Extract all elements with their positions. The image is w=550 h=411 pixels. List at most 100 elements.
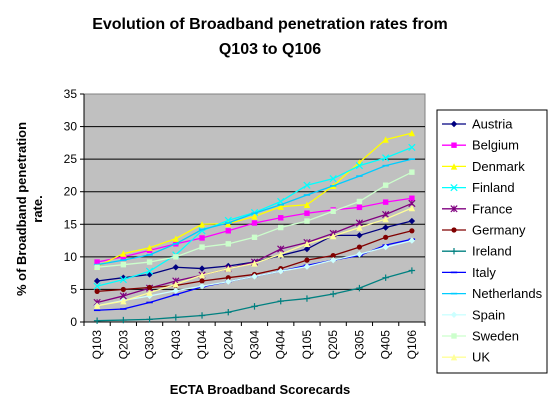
data-point-uk bbox=[172, 281, 180, 288]
data-point-uk bbox=[93, 302, 101, 309]
data-point-ireland bbox=[146, 316, 153, 323]
chart-title-line-2: Q103 to Q106 bbox=[219, 41, 321, 58]
data-point-austria bbox=[303, 245, 311, 253]
x-tick-label: Q105 bbox=[300, 330, 314, 360]
y-tick-label: 5 bbox=[70, 282, 77, 296]
data-point-sweden bbox=[225, 241, 231, 247]
data-point-belgium bbox=[304, 210, 310, 216]
legend-item-france: France bbox=[442, 201, 512, 216]
series-spain bbox=[93, 237, 416, 309]
data-point-uk bbox=[303, 240, 311, 248]
data-point-ireland bbox=[93, 317, 101, 324]
data-point-ireland bbox=[382, 274, 389, 281]
y-axis-title-line-2: rate. bbox=[30, 195, 45, 222]
data-point-uk bbox=[408, 204, 416, 212]
data-point-sweden bbox=[146, 259, 153, 265]
data-point-denmark bbox=[303, 201, 311, 208]
data-point-denmark bbox=[172, 235, 180, 242]
data-point-finland bbox=[355, 162, 364, 170]
legend-swatch-marker bbox=[451, 333, 457, 339]
legend-item-spain: Spain bbox=[442, 307, 505, 322]
data-point-ireland bbox=[225, 309, 232, 316]
legend-label: Italy bbox=[472, 265, 496, 280]
data-point-finland bbox=[408, 143, 416, 152]
legend-label: UK bbox=[472, 350, 490, 365]
data-point-sweden bbox=[199, 244, 205, 250]
y-tick-label: 10 bbox=[64, 250, 78, 264]
data-point-germany bbox=[94, 288, 100, 294]
data-point-belgium bbox=[120, 254, 127, 260]
chart-title-line-1: Evolution of Broadband penetration rates… bbox=[92, 16, 448, 33]
legend-swatch-marker bbox=[450, 248, 458, 255]
x-tick-label: Q305 bbox=[352, 330, 366, 360]
y-tick-label: 15 bbox=[64, 217, 78, 231]
data-point-uk bbox=[120, 297, 127, 305]
data-point-uk bbox=[329, 232, 337, 240]
data-point-austria bbox=[382, 224, 389, 231]
x-tick-label: Q204 bbox=[221, 330, 235, 360]
series-sweden bbox=[94, 169, 415, 270]
legend-item-belgium: Belgium bbox=[442, 138, 519, 153]
data-point-ireland bbox=[251, 303, 258, 310]
legend-label: Germany bbox=[472, 223, 526, 238]
data-point-ireland bbox=[329, 290, 337, 298]
legend: Austria Belgium Denmark Finland France German… bbox=[442, 117, 543, 365]
data-point-belgium bbox=[278, 215, 284, 221]
data-point-denmark bbox=[251, 213, 258, 220]
series-lines bbox=[93, 129, 416, 324]
data-point-spain bbox=[172, 287, 180, 294]
data-point-finland bbox=[119, 276, 127, 284]
data-point-spain bbox=[277, 267, 284, 275]
data-point-ireland bbox=[120, 316, 127, 324]
legend-box bbox=[436, 109, 548, 374]
legend-swatch-marker bbox=[450, 205, 458, 213]
data-point-finland bbox=[93, 282, 101, 290]
data-point-sweden bbox=[356, 198, 363, 205]
legend-label: Sweden bbox=[472, 329, 519, 344]
legend-swatch-marker bbox=[450, 354, 458, 361]
legend-swatch-marker bbox=[451, 142, 457, 148]
x-tick-label: Q103 bbox=[90, 330, 104, 360]
data-point-sweden bbox=[409, 169, 415, 175]
legend-swatch-marker bbox=[450, 163, 458, 170]
x-tick-label: Q104 bbox=[195, 330, 209, 360]
data-point-belgium bbox=[225, 228, 231, 234]
data-point-austria bbox=[408, 217, 416, 225]
plot-area bbox=[83, 93, 426, 323]
legend-item-sweden: Sweden bbox=[442, 329, 519, 344]
legend-swatch-marker bbox=[451, 227, 457, 233]
data-point-belgium bbox=[356, 204, 363, 211]
legend-item-italy: Italy bbox=[442, 265, 496, 280]
data-point-austria bbox=[172, 264, 180, 271]
data-point-sweden bbox=[330, 208, 336, 214]
data-point-finland bbox=[145, 267, 154, 275]
x-tick-label: Q404 bbox=[274, 330, 288, 360]
legend-item-ireland: Ireland bbox=[442, 244, 512, 259]
legend-item-austria: Austria bbox=[442, 117, 513, 132]
data-point-uk bbox=[356, 224, 363, 231]
data-point-denmark bbox=[382, 136, 389, 143]
data-point-uk bbox=[198, 271, 206, 279]
data-point-finland bbox=[329, 175, 337, 183]
legend-label: Spain bbox=[472, 307, 505, 322]
data-point-sweden bbox=[304, 218, 310, 224]
data-point-germany bbox=[199, 278, 205, 284]
legend-label: Netherlands bbox=[472, 286, 543, 301]
x-tick-label: Q205 bbox=[326, 330, 340, 360]
data-point-uk bbox=[146, 289, 153, 296]
data-point-belgium bbox=[199, 235, 205, 241]
data-point-spain bbox=[382, 243, 389, 251]
data-point-belgium bbox=[382, 199, 389, 205]
data-point-germany bbox=[120, 286, 126, 293]
data-point-germany bbox=[225, 275, 231, 281]
data-point-uk bbox=[251, 260, 258, 267]
y-tick-label: 25 bbox=[64, 152, 78, 166]
data-point-spain bbox=[408, 237, 416, 244]
data-point-denmark bbox=[146, 244, 153, 251]
x-axis-title: ECTA Broadband Scorecards bbox=[170, 382, 351, 397]
x-axis-ticks: Q103 Q203 Q303 Q403 Q104 Q204 Q304 Q404 Q105 Q205… bbox=[83, 322, 426, 360]
data-point-denmark bbox=[198, 221, 206, 228]
y-tick-label: 35 bbox=[64, 87, 78, 101]
data-point-spain bbox=[198, 282, 206, 290]
data-point-sweden bbox=[120, 261, 127, 268]
